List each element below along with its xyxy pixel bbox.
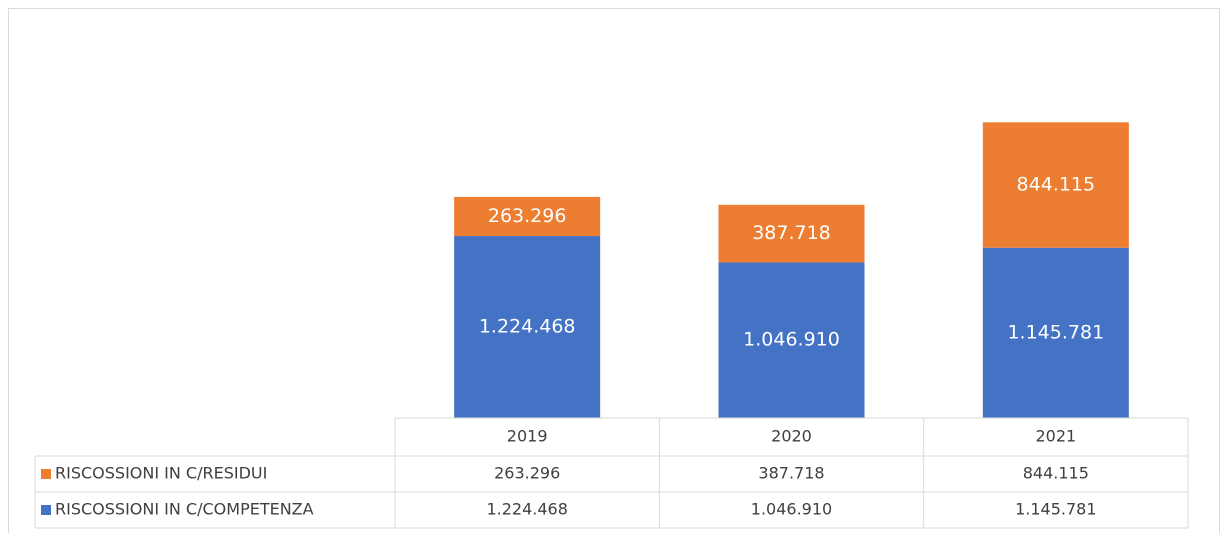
data-label: 387.718 bbox=[752, 222, 831, 244]
legend-swatch bbox=[41, 469, 51, 479]
legend-swatch bbox=[41, 505, 51, 515]
chart-border bbox=[8, 8, 1220, 533]
legend-label: RISCOSSIONI IN C/RESIDUI bbox=[55, 464, 267, 483]
table-value: 387.718 bbox=[758, 464, 824, 483]
data-label: 1.046.910 bbox=[743, 329, 840, 351]
bar bbox=[718, 204, 865, 263]
data-label: 1.145.781 bbox=[1007, 321, 1104, 343]
table-value: 263.296 bbox=[494, 464, 560, 483]
data-label: 1.224.468 bbox=[479, 316, 576, 338]
x-tick-label: 2021 bbox=[1035, 427, 1076, 446]
x-tick-label: 2019 bbox=[507, 427, 548, 446]
table-value: 1.224.468 bbox=[486, 500, 567, 519]
bar bbox=[718, 262, 865, 418]
bar bbox=[982, 247, 1129, 418]
bar bbox=[982, 122, 1129, 248]
x-tick-label: 2020 bbox=[771, 427, 812, 446]
bar bbox=[454, 196, 601, 237]
legend-label: RISCOSSIONI IN C/COMPETENZA bbox=[55, 500, 314, 519]
data-label: 263.296 bbox=[488, 205, 567, 227]
bar bbox=[454, 236, 601, 418]
table-value: 1.145.781 bbox=[1015, 500, 1096, 519]
data-label: 844.115 bbox=[1017, 174, 1096, 196]
table-value: 1.046.910 bbox=[751, 500, 832, 519]
table-value: 844.115 bbox=[1023, 464, 1089, 483]
